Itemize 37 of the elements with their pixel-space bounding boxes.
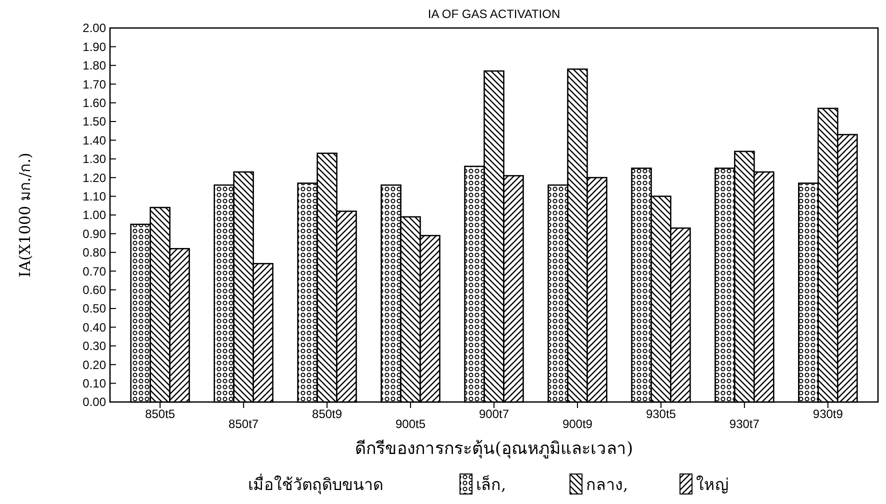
y-tick-label: 1.20: [82, 170, 106, 185]
x-tick-label: 900t5: [396, 417, 426, 431]
y-tick-label: 2.00: [82, 21, 106, 36]
x-tick-label: 930t7: [729, 417, 760, 431]
y-tick-label: 1.60: [82, 96, 106, 110]
legend-label: กลาง,: [586, 475, 628, 494]
y-tick-label: 0.20: [82, 358, 106, 372]
y-tick-label: 0.80: [82, 246, 106, 260]
y-tick-label: 0.50: [82, 302, 106, 316]
y-tick-label: 1.40: [82, 133, 106, 148]
y-tick-label: 0.10: [82, 376, 106, 390]
y-tick-label: 0.40: [82, 320, 106, 334]
y-axis-title: IA(X1000 มก./ก.): [16, 152, 34, 278]
x-tick-label: 900t9: [562, 417, 593, 431]
x-tick-label: 850t5: [145, 407, 176, 421]
x-tick-label: 900t7: [478, 407, 510, 421]
chart-title: IA OF GAS ACTIVATION: [428, 7, 560, 21]
y-tick-label: 1.80: [82, 58, 106, 73]
y-tick-label: 1.00: [82, 208, 106, 222]
x-tick-label: 850t9: [312, 407, 342, 421]
y-tick-label: 0.00: [82, 395, 106, 410]
y-tick-label: 1.90: [82, 40, 106, 54]
y-tick-label: 1.70: [82, 77, 106, 92]
x-tick-label: 930t5: [646, 407, 676, 421]
y-tick-label: 1.30: [82, 152, 106, 166]
x-tick-label: 850t7: [228, 417, 259, 431]
legend-label: ใหญ่: [696, 475, 729, 494]
x-tick-label: 930t9: [812, 407, 844, 421]
x-axis-title: ดีกรีของการกระตุ้น(อุณหภูมิและเวลา): [354, 439, 634, 459]
y-tick-label: 0.30: [82, 339, 106, 354]
y-tick-label: 1.50: [82, 114, 106, 129]
y-tick-label: 0.60: [82, 283, 106, 297]
legend-label: เล็ก,: [476, 474, 506, 494]
y-tick-label: 0.90: [82, 226, 106, 241]
legend-title: เมื่อใช้วัตถุดิบขนาด: [248, 473, 383, 495]
y-tick-label: 1.10: [82, 190, 106, 204]
y-tick-label: 0.70: [82, 264, 106, 278]
